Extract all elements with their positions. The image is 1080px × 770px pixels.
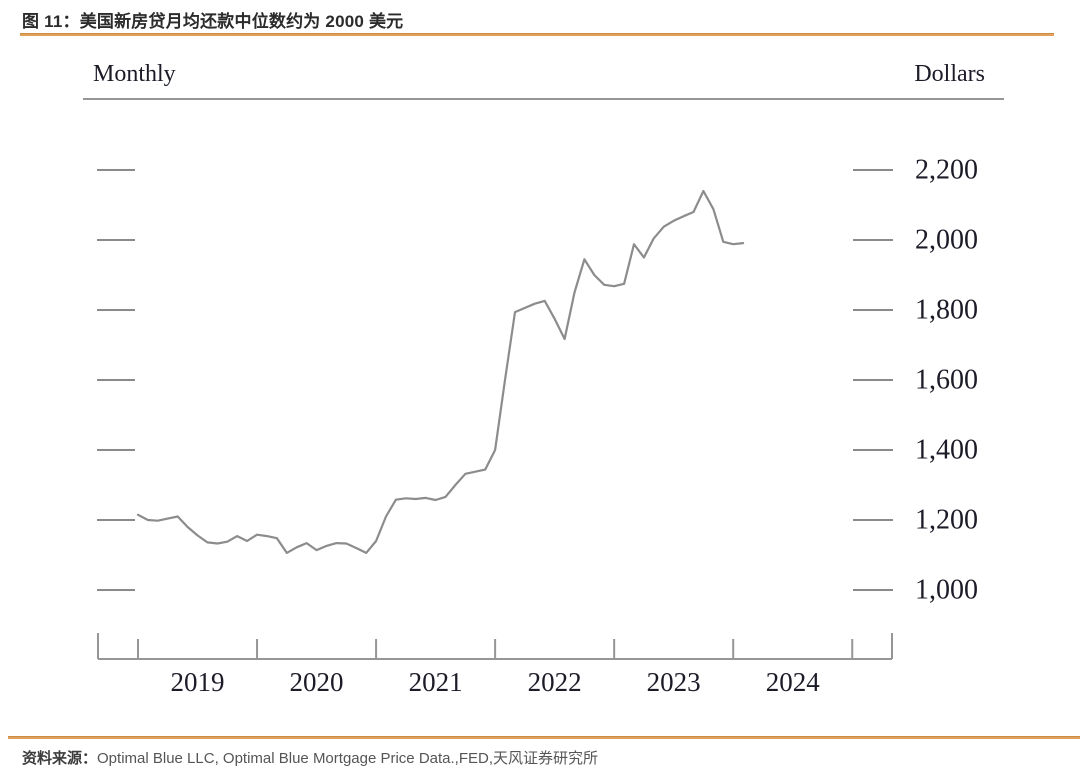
y-tick-label: 1,400 [915,435,978,466]
source-prefix: 资料来源： [22,750,98,767]
left-axis-unit-label: Monthly [93,61,176,87]
right-axis-unit-label: Dollars [914,61,985,87]
x-tick-label: 2023 [647,667,701,697]
source-line: 资料来源：Optimal Blue LLC, Optimal Blue Mort… [22,747,598,768]
y-tick-label: 1,000 [915,575,978,606]
figure-title: 图 11：美国新房贷月均还款中位数约为 2000 美元 [22,12,404,31]
x-tick-label: 2019 [171,667,225,697]
x-tick-label: 2022 [528,667,582,697]
x-tick-label: 2021 [409,667,463,697]
y-tick-label: 2,200 [915,155,978,186]
y-tick-label: 1,200 [915,505,978,536]
y-tick-label: 1,600 [915,365,978,396]
footer-rule [8,736,1080,739]
y-tick-label: 1,800 [915,295,978,326]
source-text: Optimal Blue LLC, Optimal Blue Mortgage … [97,750,599,767]
y-tick-label: 2,000 [915,225,978,256]
x-tick-label: 2024 [766,667,821,697]
title-underline-rule [20,33,1054,36]
payment-series-line [136,189,745,555]
x-tick-label: 2020 [290,667,344,697]
